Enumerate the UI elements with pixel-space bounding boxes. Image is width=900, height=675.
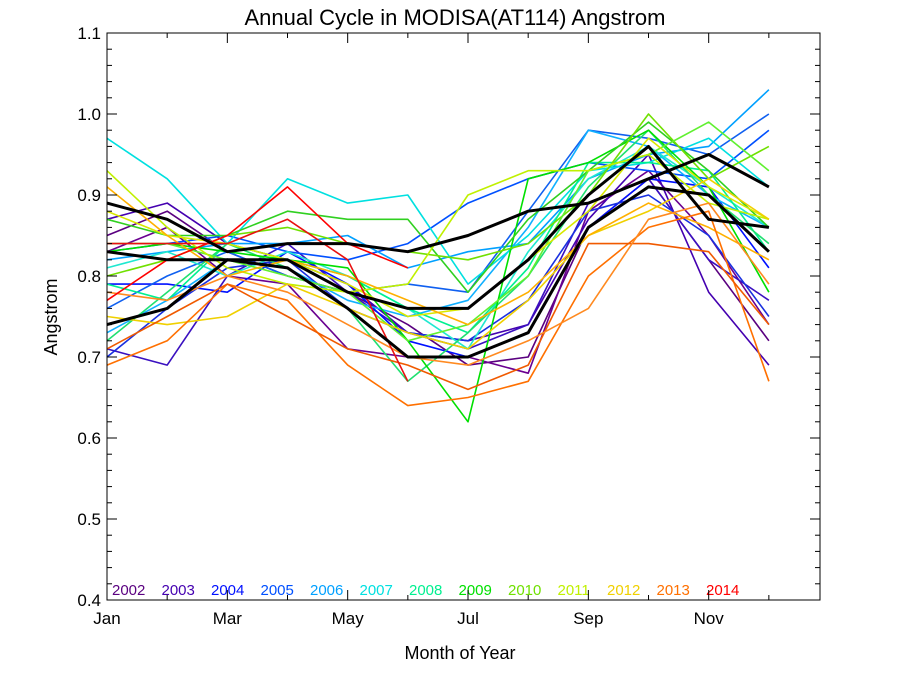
y-tick-label: 1.0 [77, 105, 101, 124]
series-line-2004-4 [107, 178, 770, 358]
legend-item-2002: 2002 [112, 582, 145, 599]
y-tick-label: 0.5 [77, 510, 101, 529]
series-line-2013-23 [106, 242, 770, 391]
series-line-2012-20 [106, 178, 770, 350]
legend-item-2008: 2008 [409, 582, 442, 599]
x-tick-label: Sep [573, 609, 603, 628]
plot-frame [106, 32, 821, 601]
series-line-2004-5 [106, 194, 770, 358]
series-line-mean-29 [106, 185, 770, 359]
y-tick-label: 0.6 [77, 429, 101, 448]
series-line-2007-11 [106, 145, 770, 350]
x-axis-label: Month of Year [404, 643, 515, 663]
series-line-2013-22 [106, 210, 770, 407]
series-line-2009-14 [106, 129, 770, 423]
series-line-2008-12 [106, 161, 770, 334]
series-line-mean-28 [106, 144, 770, 327]
x-tick-label: Jul [457, 609, 479, 628]
legend-item-2007: 2007 [360, 582, 393, 599]
x-tick-label: Nov [694, 609, 725, 628]
legend-item-2010: 2010 [508, 582, 541, 599]
legend: 2002 2003 2004 2005 2006 2007 2008 2009 2010 2011… [112, 582, 739, 599]
y-tick-label: 0.7 [77, 348, 101, 367]
series-line-2010-17 [107, 121, 770, 342]
series-line-2014-26 [107, 218, 409, 382]
y-tick-label: 1.1 [77, 24, 101, 43]
legend-item-2009: 2009 [459, 582, 492, 599]
legend-item-2003: 2003 [162, 582, 195, 599]
y-tick-label: 0.9 [77, 186, 101, 205]
y-tick-label: 0.4 [77, 591, 101, 610]
series-line-2014-25 [106, 186, 409, 301]
x-tick-label: May [332, 609, 365, 628]
legend-item-2013: 2013 [657, 582, 690, 599]
y-tick-label: 0.8 [77, 267, 101, 286]
legend-item-2011: 2011 [558, 582, 590, 599]
legend-item-2005: 2005 [261, 582, 294, 599]
x-tick-label: Jan [93, 609, 120, 628]
series-line-mean-27 [106, 153, 770, 254]
series-line-2013-24 [106, 202, 770, 366]
legend-item-2006: 2006 [310, 582, 343, 599]
legend-item-2012: 2012 [607, 582, 640, 599]
y-axis-label: Angstrom [41, 278, 61, 355]
legend-item-2014: 2014 [706, 582, 739, 599]
chart-title: Annual Cycle in MODISA(AT114) Angstrom [244, 5, 665, 30]
axes: 0.4 0.5 0.6 0.7 0.8 0.9 1.0 1.1 Jan Mar May Jul Sep N… [77, 24, 820, 628]
series-line-2005-6 [106, 129, 770, 261]
x-tick-label: Mar [213, 609, 243, 628]
series-layer [106, 89, 770, 423]
